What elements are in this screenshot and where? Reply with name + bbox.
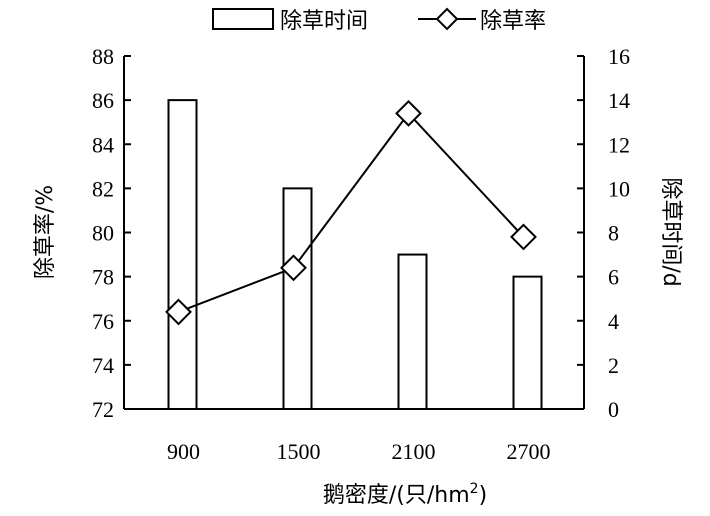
y-right-tick-label: 10	[608, 176, 630, 201]
bar-series	[167, 99, 543, 410]
legend-diamond-marker	[435, 7, 459, 31]
line-point-diamond	[280, 254, 307, 282]
y-right-tick-label: 14	[608, 88, 630, 113]
line-point-diamond	[165, 298, 192, 326]
bar	[167, 99, 198, 410]
y-left-tick-label: 82	[92, 176, 114, 201]
y-right-tick-label: 4	[608, 309, 619, 334]
y-left-tick-label: 72	[92, 397, 114, 422]
x-axis-title-sup: 2	[470, 481, 479, 497]
y-left-tick-label: 86	[92, 88, 114, 113]
legend-line-label: 除草率	[480, 9, 546, 34]
legend-bar-label: 除草时间	[280, 9, 368, 34]
legend: 除草时间 除草率	[212, 7, 546, 34]
line-series	[165, 99, 537, 326]
bar	[397, 253, 428, 410]
x-tick-label: 900	[167, 439, 200, 464]
line-point-diamond	[510, 223, 537, 251]
y-right-tick-label: 8	[608, 221, 619, 246]
x-axis-title-tail: )	[479, 483, 488, 508]
x-tick-label: 1500	[277, 439, 321, 464]
y-left-tick-label: 84	[92, 132, 114, 157]
y-right-tick-label: 6	[608, 265, 619, 290]
x-tick-label: 2100	[392, 439, 436, 464]
y-right-tick-label: 0	[608, 397, 619, 422]
y-right-tick-label: 2	[608, 353, 619, 378]
x-tick-label: 2700	[507, 439, 551, 464]
line-path	[178, 111, 525, 313]
x-axis-title-main: 鹅密度/(只/hm	[323, 483, 470, 508]
tick-labels: 72 74 76 78 80 82 84 86 88 0 2 4 6 8 10 12 14 16 900 1500 21…	[92, 44, 630, 464]
y-left-tick-label: 80	[92, 221, 114, 246]
x-axis-title: 鹅密度/(只/hm2)	[323, 481, 487, 508]
y-right-tick-label: 12	[608, 132, 630, 157]
y-left-tick-label: 88	[92, 44, 114, 69]
y-left-tick-label: 74	[92, 353, 114, 378]
line-point-diamond	[395, 99, 422, 127]
axes	[123, 55, 585, 410]
y-left-tick-label: 76	[92, 309, 114, 334]
legend-bar-swatch	[212, 8, 274, 30]
y-left-tick-label: 78	[92, 265, 114, 290]
bar	[512, 275, 543, 410]
bar	[282, 187, 313, 410]
y-axis-right-title: 除草时间/d	[658, 177, 683, 286]
y-axis-left-title: 除草率/%	[33, 185, 58, 279]
y-right-tick-label: 16	[608, 44, 630, 69]
